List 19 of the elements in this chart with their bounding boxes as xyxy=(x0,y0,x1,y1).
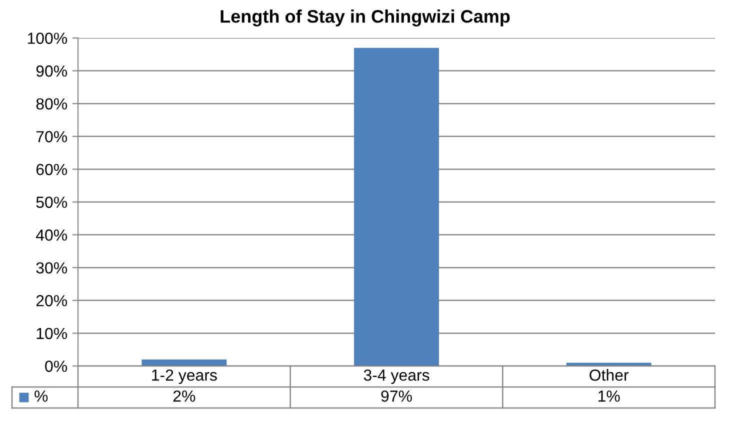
data-label: 2% xyxy=(173,390,196,402)
legend-label: % xyxy=(34,390,48,402)
y-tick-label: 90% xyxy=(36,65,68,77)
data-label: 97% xyxy=(381,390,412,402)
y-tick-label: 30% xyxy=(36,262,68,274)
y-tick-label: 100% xyxy=(28,32,68,44)
x-tick-label: 1-2 years xyxy=(152,369,217,384)
y-tick-label: 60% xyxy=(36,164,68,176)
chart-title: Length of Stay in Chingwizi Camp xyxy=(220,10,510,26)
y-tick-label: 50% xyxy=(36,196,68,208)
data-label: 1% xyxy=(598,390,620,402)
x-tick-label: Other xyxy=(590,369,629,381)
y-tick-label: 10% xyxy=(36,328,68,340)
y-tick-label: 40% xyxy=(36,229,68,241)
x-tick-label: 3-4 years xyxy=(364,369,430,384)
y-tick-label: 70% xyxy=(36,131,68,142)
y-tick-label: 80% xyxy=(36,98,68,110)
y-tick-label: 0% xyxy=(45,360,68,372)
y-tick-label: 20% xyxy=(36,295,68,306)
